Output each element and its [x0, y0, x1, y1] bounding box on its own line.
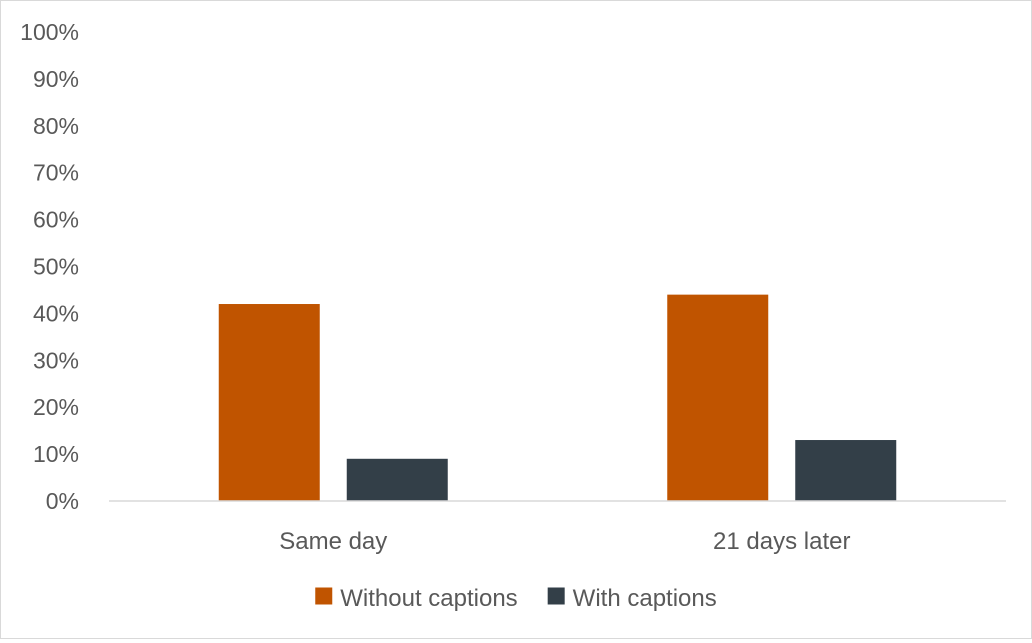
y-tick-label: 40%: [33, 300, 79, 326]
legend-item: With captions: [547, 585, 717, 612]
y-tick-label: 70%: [33, 160, 79, 186]
x-category-label: 21 days later: [713, 528, 850, 555]
y-axis: 0% 10% 20% 30% 40% 50% 60% 70% 80% 90% 100%: [20, 19, 79, 514]
x-category-label: Same day: [279, 528, 387, 555]
y-tick-label: 20%: [33, 394, 79, 420]
y-tick-label: 10%: [33, 441, 79, 467]
y-tick-label: 60%: [33, 207, 79, 233]
legend-swatch: [547, 587, 565, 605]
y-tick-label: 50%: [33, 254, 79, 280]
legend-swatch: [315, 587, 333, 605]
bar-with-captions-2: [795, 440, 897, 501]
y-tick-label: 100%: [20, 19, 79, 45]
bar-without-captions-1: [218, 304, 320, 501]
x-axis-labels: Same day 21 days later: [279, 528, 850, 555]
y-tick-label: 30%: [33, 347, 79, 373]
y-tick-label: 80%: [33, 113, 79, 139]
legend-label: Without captions: [340, 585, 517, 612]
y-tick-label: 0%: [46, 488, 79, 514]
bars-group: [218, 294, 897, 501]
legend-label: With captions: [573, 585, 717, 612]
bar-with-captions-1: [346, 458, 448, 501]
y-tick-label: 90%: [33, 66, 79, 92]
bar-without-captions-2: [667, 294, 769, 501]
legend-item: Without captions: [315, 585, 518, 612]
legend: Without captions With captions: [315, 585, 717, 612]
